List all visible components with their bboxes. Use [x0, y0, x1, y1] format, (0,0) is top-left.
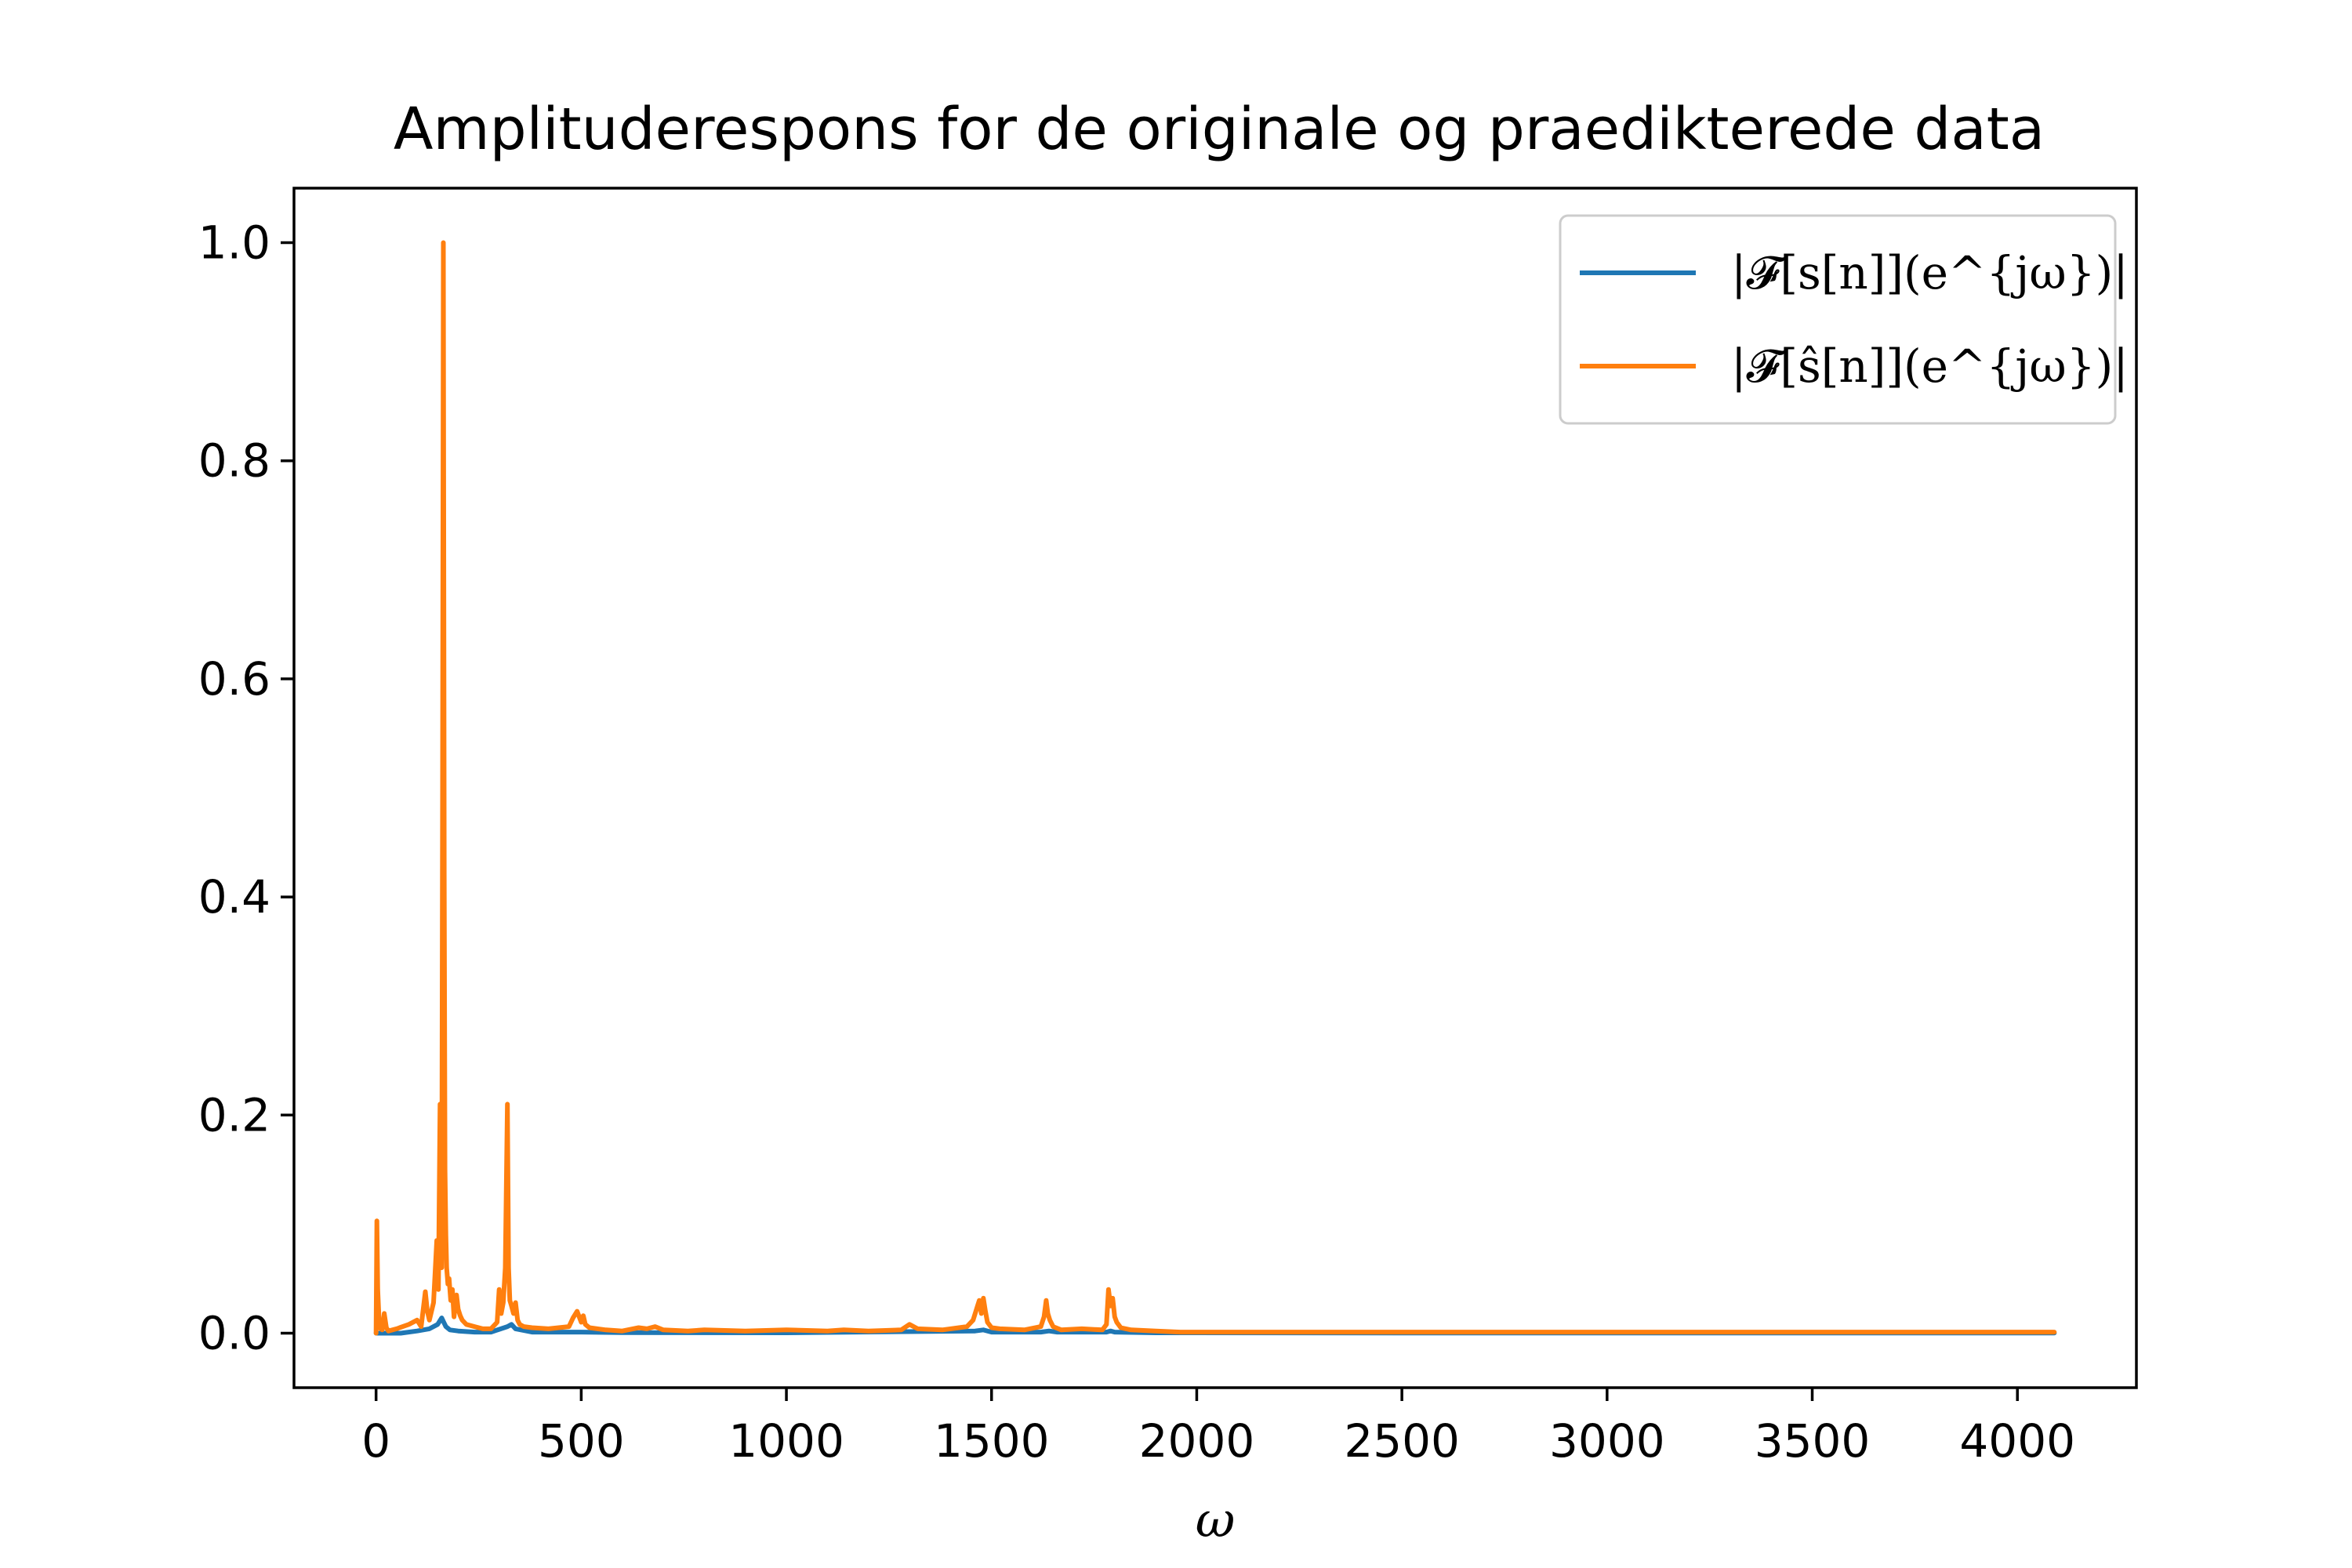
y-tick-label: 1.0: [198, 216, 270, 270]
y-tick-label: 0.2: [198, 1088, 270, 1142]
x-axis: 0 500 1000 1500 2000 2500 3000 3500 4000: [361, 1388, 2075, 1468]
x-tick-label: 1500: [934, 1414, 1050, 1468]
chart-title: Amplituderespons for de originale og pra…: [394, 96, 2045, 163]
x-tick-label: 2500: [1344, 1414, 1460, 1468]
y-tick-label: 0.8: [198, 434, 270, 488]
axes-frame: [292, 187, 2138, 1389]
x-tick-label: 1000: [728, 1414, 844, 1468]
x-tick-label: 3500: [1755, 1414, 1871, 1468]
legend-label-predicted: |𝓕[ŝ[n]](e^{jω})|: [1731, 339, 2129, 393]
y-axis: 0.0 0.2 0.4 0.6 0.8 1.0: [198, 216, 294, 1359]
series-line-predicted: [373, 240, 2057, 1336]
plot-area: [292, 187, 2138, 1389]
y-tick-label: 0.4: [198, 870, 270, 924]
x-tick-label: 0: [361, 1414, 390, 1468]
legend: |𝓕[s[n]](e^{jω})| |𝓕[ŝ[n]](e^{jω})|: [1559, 214, 2129, 425]
x-tick-label: 4000: [1959, 1414, 2075, 1468]
x-tick-label: 2000: [1139, 1414, 1255, 1468]
series-layer: [373, 240, 2057, 1336]
series-line-original: [373, 1316, 2057, 1336]
x-tick-label: 500: [538, 1414, 625, 1468]
legend-box: [1559, 214, 2117, 425]
y-tick-label: 0.0: [198, 1306, 270, 1359]
legend-label-original: |𝓕[s[n]](e^{jω})|: [1731, 246, 2129, 299]
x-tick-label: 3000: [1549, 1414, 1665, 1468]
y-tick-label: 0.6: [198, 652, 270, 706]
x-axis-label: ω: [1196, 1491, 1236, 1548]
